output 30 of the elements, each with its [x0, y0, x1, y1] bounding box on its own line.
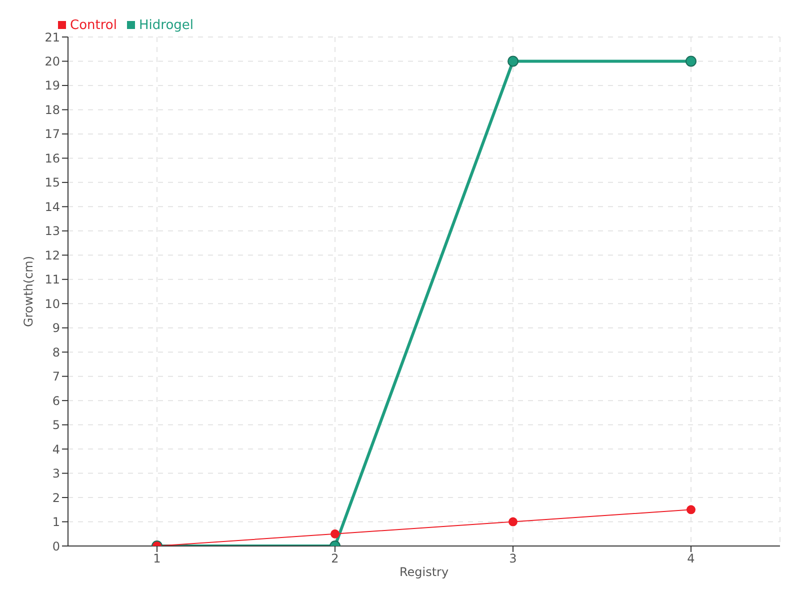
y-tick-label: 11 — [44, 272, 60, 287]
y-tick-label: 0 — [52, 539, 60, 554]
y-tick-label: 5 — [52, 418, 60, 432]
y-tick-label: 12 — [44, 248, 60, 262]
y-tick-label: 2 — [52, 490, 60, 505]
y-tick-label: 1 — [52, 515, 60, 530]
y-tick-label: 18 — [44, 102, 60, 117]
y-axis-title: Growth(cm) — [21, 256, 36, 328]
y-tick-label: 16 — [44, 151, 60, 166]
y-tick-label: 17 — [44, 127, 60, 142]
y-tick-label: 20 — [44, 54, 60, 68]
y-tick-label: 6 — [52, 394, 60, 408]
y-tick-label: 10 — [44, 296, 60, 311]
legend-label: Control — [70, 18, 117, 33]
y-tick-label: 9 — [52, 321, 60, 336]
y-tick-label: 13 — [44, 224, 60, 238]
y-tick-label: 3 — [52, 466, 60, 481]
y-tick-label: 21 — [44, 30, 60, 44]
y-tick-label: 4 — [52, 442, 60, 456]
x-tick-label: 4 — [687, 552, 695, 566]
y-tick-label: 7 — [52, 370, 60, 384]
y-tick-label: 14 — [44, 200, 60, 214]
y-tick-label: 19 — [44, 78, 60, 93]
y-tick-label: 15 — [44, 176, 60, 190]
legend-label: Hidrogel — [139, 18, 194, 33]
x-axis-title: Registry — [399, 565, 449, 579]
y-tick-label: 8 — [52, 345, 60, 360]
x-tick-label: 2 — [331, 552, 339, 566]
x-tick-label: 1 — [153, 552, 161, 566]
x-tick-label: 3 — [509, 552, 517, 566]
